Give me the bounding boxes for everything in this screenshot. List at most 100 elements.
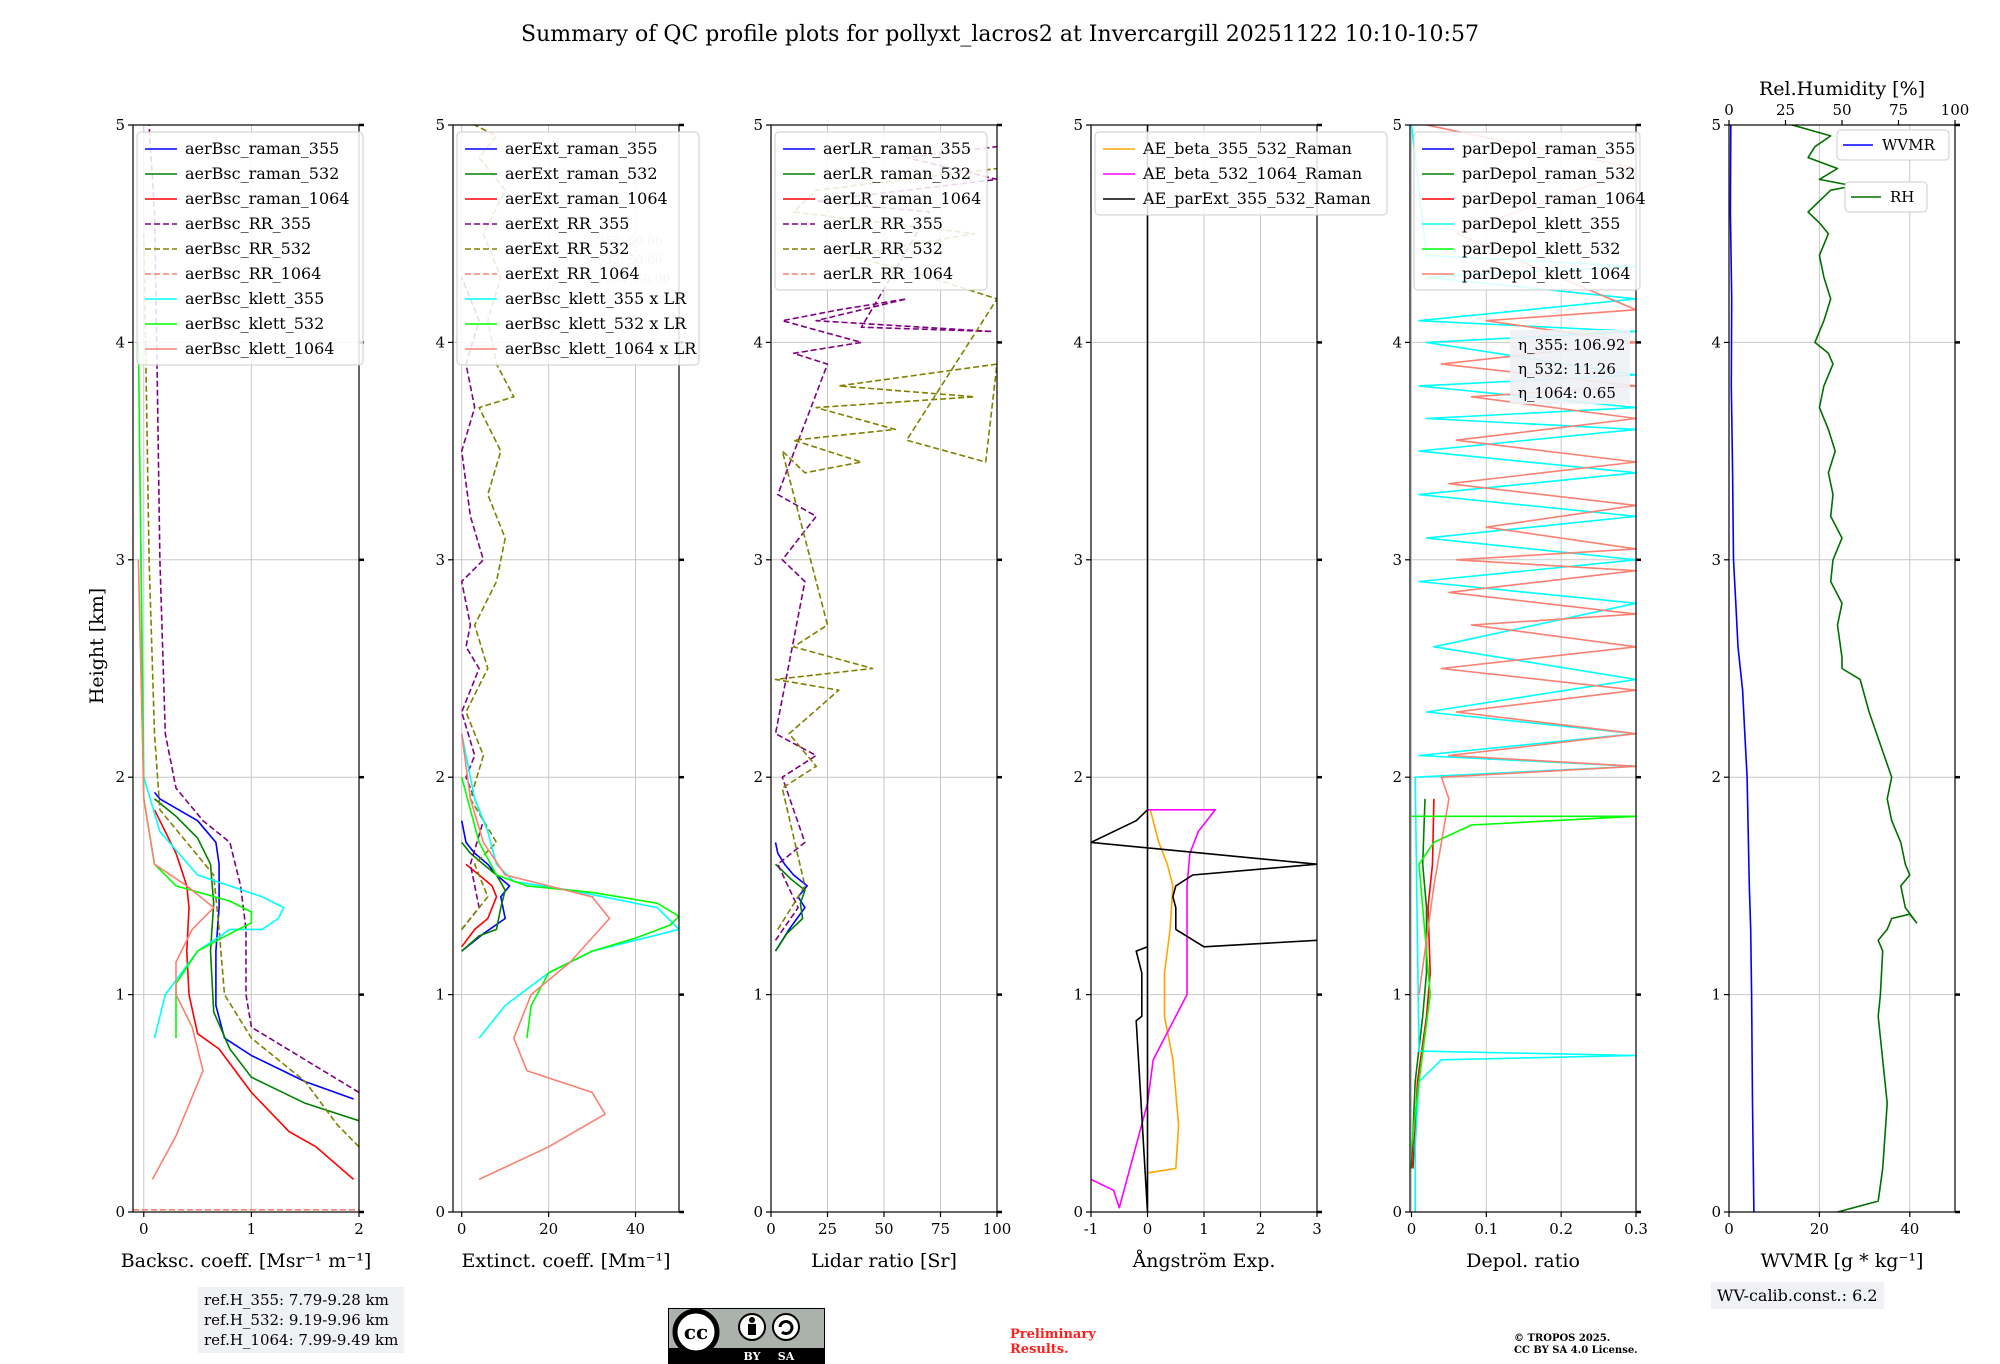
y-tick-label: 3 bbox=[1392, 551, 1402, 569]
series-line-lr-1 bbox=[774, 863, 806, 952]
legend-label: aerLR_raman_355 bbox=[823, 139, 971, 158]
legend-label: AE_beta_355_532_Raman bbox=[1142, 139, 1352, 158]
x-tick-label: 40 bbox=[626, 1220, 645, 1238]
y-axis-label: Height [km] bbox=[86, 588, 108, 704]
x-tick-label: 25 bbox=[818, 1220, 837, 1238]
legend-label: parDepol_klett_532 bbox=[1462, 239, 1620, 258]
legend-label: aerExt_raman_1064 bbox=[505, 189, 668, 208]
series-line-ext-8 bbox=[460, 733, 611, 1181]
x2-tick-label: 100 bbox=[1941, 101, 1970, 119]
y-tick-label: 2 bbox=[1711, 768, 1721, 786]
y-tick-label: 4 bbox=[1711, 333, 1721, 351]
panel-bsc: 0 1 2 3 4 5 0 1 2 Backsc. coeff. [Msr⁻¹ m⁻¹] aerBs… bbox=[115, 116, 371, 1272]
x-axis-label: WVMR [g * kg⁻¹] bbox=[1761, 1250, 1924, 1272]
series-line-ae-0 bbox=[1147, 809, 1180, 1174]
legend-label: RH bbox=[1890, 188, 1914, 206]
annotation-text: η_532: 11.26 bbox=[1518, 360, 1616, 378]
x-tick-label: 0 bbox=[1143, 1220, 1153, 1238]
x-axis-label: Lidar ratio [Sr] bbox=[811, 1250, 957, 1272]
figure-title: Summary of QC profile plots for pollyxt_… bbox=[521, 22, 1479, 47]
series-line-lr-4 bbox=[774, 167, 997, 930]
x-tick-label: 75 bbox=[931, 1220, 950, 1238]
y-tick-label: 1 bbox=[435, 986, 445, 1004]
y-tick-label: 2 bbox=[1073, 768, 1083, 786]
annotation-text: η_355: 106.92 bbox=[1518, 336, 1625, 354]
y-tick-label: 3 bbox=[1073, 551, 1083, 569]
sa-text: SA bbox=[778, 1350, 795, 1363]
annotation-text: η_1064: 0.65 bbox=[1518, 384, 1616, 402]
series-group bbox=[133, 125, 359, 1211]
y-tick-label: 4 bbox=[753, 333, 763, 351]
y-tick-label: 0 bbox=[435, 1203, 445, 1221]
legend-label: aerExt_raman_532 bbox=[505, 164, 658, 183]
ref-height-355: ref.H_355: 7.79-9.28 km bbox=[204, 1291, 389, 1309]
series-line-ae-2 bbox=[1091, 125, 1317, 1212]
y-tick-label: 0 bbox=[753, 1203, 763, 1221]
legend-label: aerLR_RR_1064 bbox=[823, 264, 953, 283]
y-tick-label: 2 bbox=[753, 768, 763, 786]
legend-label: aerLR_RR_532 bbox=[823, 239, 943, 258]
series-line-wv-0 bbox=[1729, 125, 1755, 1212]
series-line-bsc-7 bbox=[137, 342, 253, 1039]
series-group bbox=[1091, 125, 1317, 1212]
ref-height-1064: ref.H_1064: 7.99-9.49 km bbox=[204, 1331, 399, 1349]
y-tick-label: 5 bbox=[1073, 116, 1083, 134]
series-line-ext-7 bbox=[460, 776, 679, 1039]
copyright-line-1: © TROPOS 2025. bbox=[1514, 1333, 1611, 1344]
x-tick-label: 0.1 bbox=[1474, 1220, 1498, 1238]
y-tick-label: 1 bbox=[1711, 986, 1721, 1004]
x-tick-label: 2 bbox=[1256, 1220, 1266, 1238]
series-line-bsc-1 bbox=[153, 798, 359, 1122]
series-line-ext-1 bbox=[461, 841, 507, 952]
legend-label: aerExt_raman_355 bbox=[505, 139, 658, 158]
x-tick-label: 0 bbox=[139, 1220, 149, 1238]
legend-box bbox=[136, 131, 364, 366]
series-line-ext-0 bbox=[460, 820, 511, 952]
y-tick-label: 5 bbox=[753, 116, 763, 134]
x-tick-label: 100 bbox=[983, 1220, 1012, 1238]
cc-text: cc bbox=[684, 1320, 708, 1344]
y-tick-label: 2 bbox=[1392, 768, 1402, 786]
y-tick-label: 4 bbox=[115, 333, 125, 351]
panel-depol: 0 1 2 3 4 5 0 0.1 0.2 0.3 Depol. ratio η_355: 106.9… bbox=[1392, 116, 1647, 1272]
legend-label: WVMR bbox=[1882, 136, 1936, 154]
legend-label: AE_parExt_355_532_Raman bbox=[1142, 189, 1371, 208]
x-tick-label: -1 bbox=[1084, 1220, 1099, 1238]
series-line-ext-6 bbox=[460, 733, 679, 1039]
series-line-depol-3 bbox=[1410, 125, 1636, 1212]
x-axis-label: Extinct. coeff. [Mm⁻¹] bbox=[461, 1250, 670, 1272]
y-tick-label: 0 bbox=[115, 1203, 125, 1221]
x2-tick-label: 0 bbox=[1724, 101, 1734, 119]
y-tick-label: 3 bbox=[435, 551, 445, 569]
legend-box bbox=[774, 131, 988, 291]
x-tick-label: 1 bbox=[247, 1220, 257, 1238]
legend-label: parDepol_raman_532 bbox=[1462, 164, 1635, 183]
y-tick-label: 5 bbox=[115, 116, 125, 134]
legend-label: aerBsc_RR_532 bbox=[185, 239, 311, 258]
x-tick-label: 50 bbox=[874, 1220, 893, 1238]
ref-height-532: ref.H_532: 9.19-9.96 km bbox=[204, 1311, 389, 1329]
y-tick-label: 5 bbox=[1392, 116, 1402, 134]
x2-tick-label: 25 bbox=[1776, 101, 1795, 119]
series-line-bsc-8 bbox=[137, 559, 215, 1180]
y-tick-label: 0 bbox=[1073, 1203, 1083, 1221]
y-tick-label: 5 bbox=[435, 116, 445, 134]
y-tick-label: 4 bbox=[1073, 333, 1083, 351]
legend-box bbox=[1094, 131, 1388, 216]
y-tick-label: 5 bbox=[1711, 116, 1721, 134]
legend-label: aerBsc_klett_1064 bbox=[185, 339, 334, 358]
x-axis-label: Ångström Exp. bbox=[1132, 1250, 1276, 1272]
series-line-wv-1 bbox=[1792, 125, 1918, 1212]
x-tick-label: 20 bbox=[1810, 1220, 1829, 1238]
series-line-bsc-4 bbox=[143, 233, 359, 1148]
series-line-lr-0 bbox=[774, 842, 809, 952]
x2-axis-label: Rel.Humidity [%] bbox=[1759, 78, 1925, 100]
axes-frame bbox=[452, 124, 680, 1213]
series-line-bsc-0 bbox=[153, 791, 354, 1100]
y-tick-label: 4 bbox=[1392, 333, 1402, 351]
legend-label: aerExt_RR_355 bbox=[505, 214, 629, 233]
